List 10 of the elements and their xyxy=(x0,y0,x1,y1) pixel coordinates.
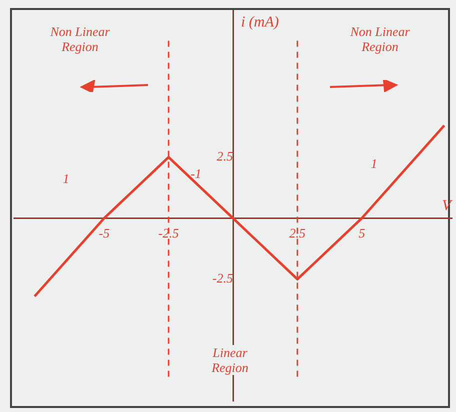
x-tick-label: 2.5 xyxy=(289,225,306,240)
annotation: 1 xyxy=(370,156,378,171)
annotation: Linear Region xyxy=(208,345,252,375)
x-tick-label: 5 xyxy=(358,225,366,240)
annotation: 1 xyxy=(62,171,70,186)
annotation: Non Linear Region xyxy=(49,24,111,54)
y-axis-title: i (mA) xyxy=(241,14,279,31)
annotation: -1 xyxy=(190,166,202,181)
annotation: Non Linear Region xyxy=(349,24,411,54)
x-tick-label: -5 xyxy=(98,225,110,240)
